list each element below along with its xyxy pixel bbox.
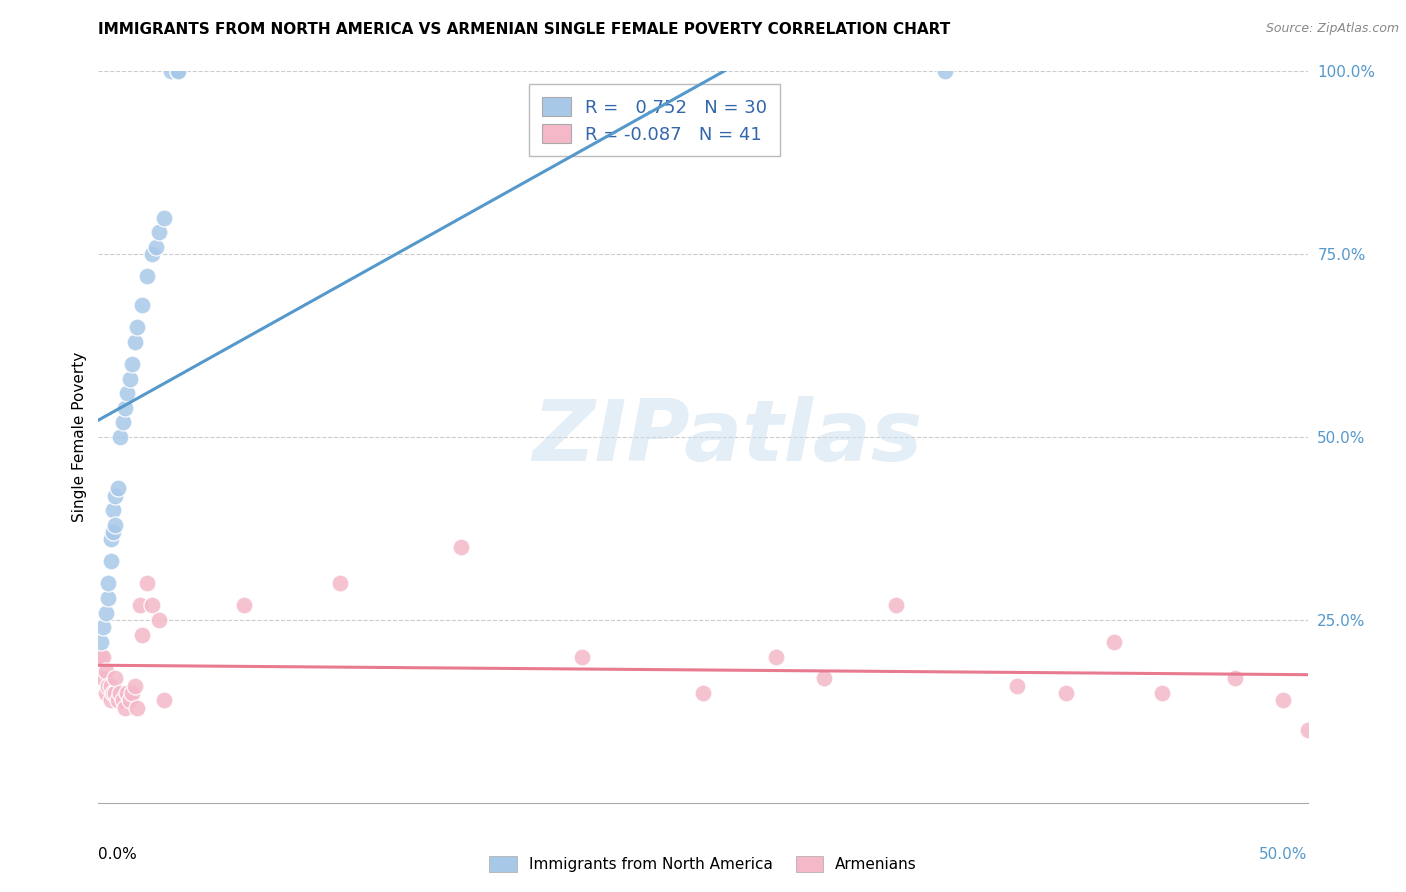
Point (121, 686, 143, 700)
Point (127, 320, 149, 334)
Point (100, 693, 122, 707)
Point (107, 693, 129, 707)
Point (145, 240, 167, 254)
Point (1272, 693, 1295, 707)
Point (108, 686, 131, 700)
Point (100, 533, 122, 547)
Point (167, 64, 190, 78)
Point (124, 334, 146, 349)
Text: Source: ZipAtlas.com: Source: ZipAtlas.com (1265, 22, 1399, 36)
Point (121, 357, 143, 371)
Point (1296, 723, 1319, 737)
Point (100, 554, 122, 568)
Point (167, 64, 190, 78)
Point (765, 649, 787, 664)
Point (97, 591, 120, 605)
Point (934, 64, 956, 78)
Point (135, 576, 157, 591)
Point (131, 298, 153, 312)
Point (692, 686, 714, 700)
Point (329, 576, 352, 591)
Point (148, 613, 170, 627)
Point (1054, 686, 1077, 700)
Point (1152, 686, 1174, 700)
Point (90, 649, 112, 664)
Point (94, 606, 117, 620)
Point (118, 693, 141, 707)
Point (114, 401, 136, 415)
Point (141, 599, 163, 613)
Point (124, 679, 146, 693)
Text: ZIPatlas: ZIPatlas (531, 395, 922, 479)
Point (117, 386, 139, 401)
Point (1223, 672, 1246, 686)
Point (114, 700, 136, 714)
Point (101, 503, 124, 517)
Point (135, 269, 157, 284)
Point (91, 672, 114, 686)
Point (141, 247, 163, 261)
Point (1007, 679, 1029, 693)
Point (152, 211, 174, 225)
Point (118, 371, 141, 385)
Point (94, 664, 117, 678)
Point (160, 64, 183, 78)
Point (813, 672, 835, 686)
Text: 0.0%: 0.0% (98, 847, 138, 862)
Point (104, 489, 127, 503)
Point (91, 620, 114, 634)
Point (148, 225, 170, 239)
Legend: Immigrants from North America, Armenians: Immigrants from North America, Armenians (481, 848, 925, 880)
Point (1102, 635, 1125, 649)
Point (91, 649, 114, 664)
Point (111, 693, 134, 707)
Point (100, 679, 122, 693)
Point (571, 649, 593, 664)
Point (886, 599, 908, 613)
Point (104, 517, 127, 532)
Point (97, 679, 120, 693)
Point (94, 686, 117, 700)
Point (128, 599, 150, 613)
Text: 50.0%: 50.0% (1260, 847, 1308, 862)
Point (107, 481, 129, 495)
Point (152, 693, 174, 707)
Point (131, 627, 153, 641)
Point (117, 686, 139, 700)
Text: IMMIGRANTS FROM NORTH AMERICA VS ARMENIAN SINGLE FEMALE POVERTY CORRELATION CHAR: IMMIGRANTS FROM NORTH AMERICA VS ARMENIA… (98, 22, 950, 37)
Point (450, 540, 472, 554)
Point (101, 686, 124, 700)
Point (104, 672, 127, 686)
Point (97, 576, 120, 591)
Point (104, 686, 127, 700)
Point (108, 430, 131, 444)
Y-axis label: Single Female Poverty: Single Female Poverty (72, 352, 87, 522)
Legend: R =   0.752   N = 30, R = -0.087   N = 41: R = 0.752 N = 30, R = -0.087 N = 41 (529, 84, 780, 156)
Point (101, 525, 124, 540)
Point (232, 599, 254, 613)
Point (111, 416, 134, 430)
Point (90, 635, 112, 649)
Point (127, 700, 149, 714)
